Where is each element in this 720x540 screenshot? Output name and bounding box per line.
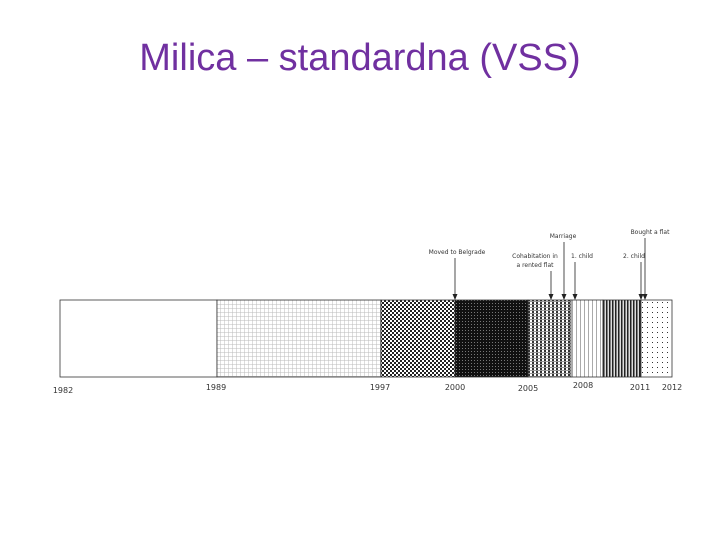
- event-label: Moved to Belgrade: [429, 249, 486, 256]
- segment: [59, 299, 218, 378]
- segment: [380, 299, 456, 378]
- year-label: 2011: [630, 383, 650, 392]
- arrow-head: [638, 294, 644, 300]
- event-label: Cohabitation in: [512, 253, 558, 260]
- event-label: 2. child: [623, 253, 645, 260]
- arrow-head: [561, 294, 567, 300]
- year-label: 2012: [662, 383, 682, 392]
- slide-title: Milica – standardna (VSS): [139, 37, 580, 79]
- segment: [527, 299, 572, 378]
- segment: [570, 299, 604, 378]
- arrow-head: [642, 294, 648, 300]
- event-labels: Moved to Belgrade Cohabitation in a rented…: [429, 229, 670, 300]
- arrow-head: [452, 294, 458, 300]
- segment: [640, 299, 673, 378]
- event-label: 1. child: [571, 253, 593, 260]
- year-label: 2000: [445, 383, 465, 392]
- arrow-head: [572, 294, 578, 300]
- year-labels: 1982 1989 1997 2000 2005 2008 2011 2012: [53, 381, 682, 395]
- arrow-head: [548, 294, 554, 300]
- event-label: a rented flat: [517, 262, 555, 269]
- year-label: 2005: [518, 384, 538, 393]
- year-label: 1982: [53, 386, 73, 395]
- segment: [602, 299, 642, 378]
- segment: [216, 299, 382, 378]
- year-label: 2008: [573, 381, 593, 390]
- event-label: Bought a flat: [631, 229, 671, 236]
- event-label: Marriage: [550, 233, 577, 240]
- year-label: 1989: [206, 383, 226, 392]
- year-label: 1997: [370, 383, 390, 392]
- timeline-bar: [59, 299, 673, 378]
- segment: [454, 299, 529, 378]
